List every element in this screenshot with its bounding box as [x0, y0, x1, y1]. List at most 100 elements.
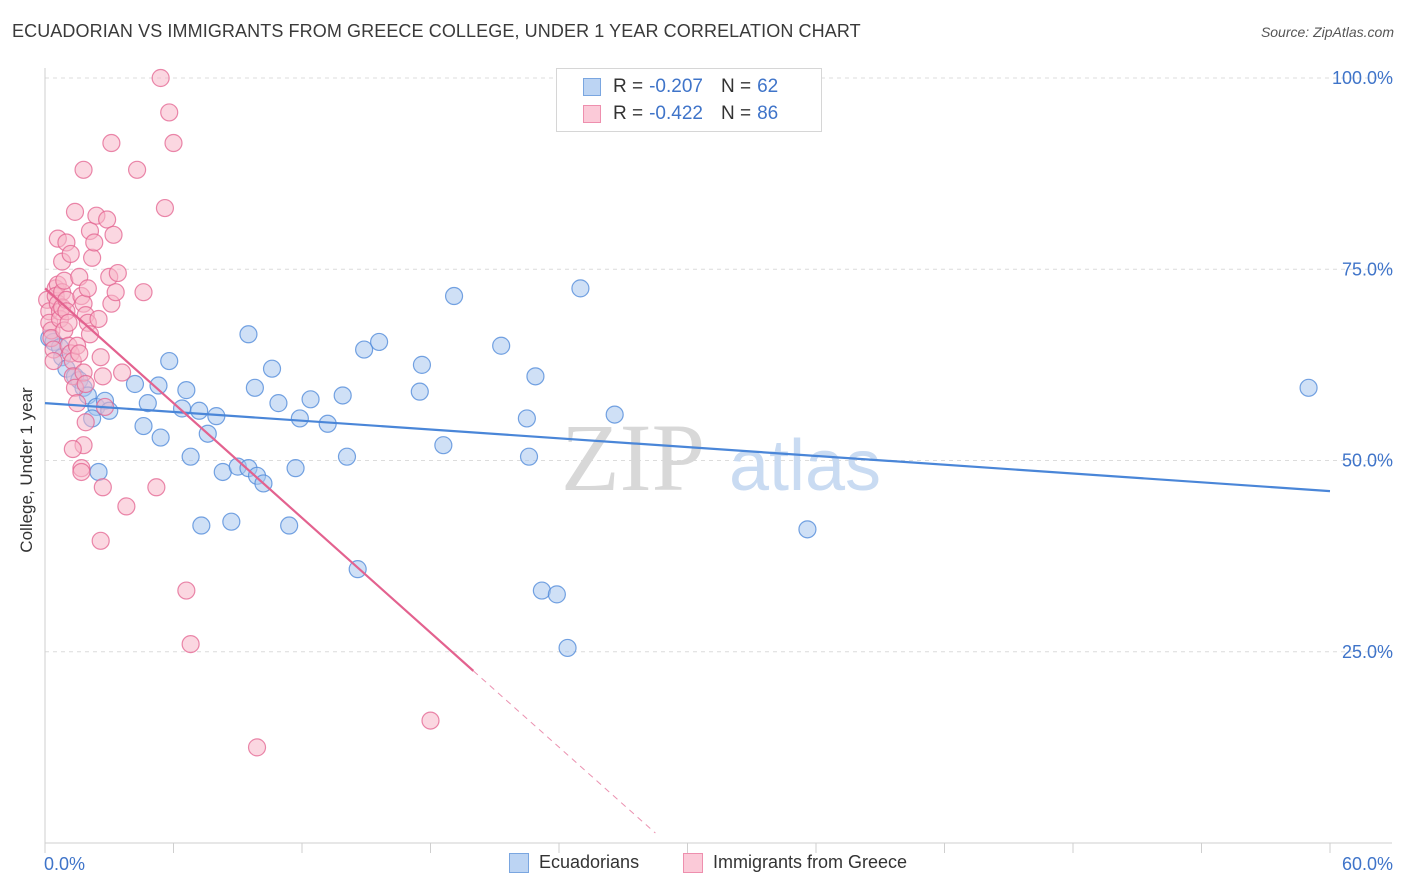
- gridlines: [45, 77, 1392, 653]
- data-point: [76, 374, 95, 394]
- data-point: [83, 248, 102, 267]
- data-point: [286, 459, 305, 478]
- y-tick-label: 25.0%: [1342, 642, 1393, 662]
- data-point: [151, 68, 170, 88]
- data-point: [421, 711, 440, 730]
- trend-line-extension: [473, 670, 656, 834]
- data-point: [164, 133, 183, 153]
- data-point: [98, 210, 117, 229]
- data-point: [239, 325, 258, 344]
- data-point: [280, 516, 299, 535]
- data-point: [89, 309, 108, 329]
- data-point: [262, 359, 282, 378]
- bottom-legend-label: Immigrants from Greece: [713, 852, 908, 872]
- bottom-legend-label: Ecuadorians: [539, 852, 640, 872]
- data-point: [181, 634, 200, 654]
- legend-r-value: -0.422: [649, 103, 703, 124]
- series-ecuadorians: [40, 279, 1318, 658]
- watermark: ZIP atlas: [561, 404, 881, 511]
- data-point: [85, 233, 104, 252]
- data-point: [61, 244, 80, 264]
- bottom-legend-ecuadorians: Ecuadorians: [509, 852, 639, 873]
- data-point: [798, 520, 817, 539]
- data-point: [89, 462, 108, 482]
- data-point: [138, 394, 157, 413]
- legend-n-value: 62: [757, 76, 779, 97]
- trend-lines: [44, 287, 1331, 834]
- data-point: [78, 279, 97, 298]
- data-point: [72, 462, 91, 482]
- data-point: [355, 340, 374, 359]
- data-point: [147, 478, 166, 497]
- data-point: [177, 381, 196, 400]
- data-point: [269, 394, 288, 413]
- data-point: [192, 516, 211, 535]
- correlation-legend: R = -0.207 N = 62 R = -0.422 N = 86: [556, 68, 822, 132]
- data-point: [172, 399, 192, 418]
- data-point: [160, 351, 179, 371]
- chart-title: ECUADORIAN VS IMMIGRANTS FROM GREECE COL…: [12, 21, 861, 41]
- data-point: [74, 160, 93, 179]
- data-point: [91, 348, 110, 367]
- data-point: [605, 405, 624, 424]
- data-point: [410, 382, 429, 401]
- data-point: [444, 286, 464, 306]
- data-point: [337, 447, 357, 466]
- legend-swatch-pink: [583, 105, 601, 123]
- data-point: [102, 133, 121, 153]
- data-point: [370, 332, 389, 352]
- legend-row-greece: R = -0.422 N = 86: [583, 102, 778, 126]
- data-point: [181, 447, 200, 466]
- data-point: [412, 355, 432, 374]
- data-point: [70, 344, 89, 363]
- data-point: [434, 436, 453, 455]
- bottom-legend-greece: Immigrants from Greece: [683, 852, 907, 873]
- data-point: [245, 378, 264, 397]
- legend-n-value: 86: [757, 103, 779, 124]
- data-point: [68, 394, 87, 413]
- data-point: [177, 581, 196, 600]
- data-point: [492, 336, 511, 355]
- tick-labels: 25.0% 50.0% 75.0% 100.0% 0.0% 60.0%: [44, 68, 1393, 874]
- watermark-zip: ZIP: [561, 404, 705, 511]
- data-point: [155, 198, 175, 218]
- data-point: [290, 409, 309, 428]
- data-point: [93, 478, 112, 497]
- axes: [44, 68, 1392, 853]
- data-point: [106, 283, 125, 302]
- data-point: [517, 409, 536, 428]
- data-point: [571, 279, 590, 298]
- legend-row-ecuadorians: R = -0.207 N = 62: [583, 75, 778, 99]
- data-point: [134, 283, 153, 302]
- data-point: [125, 374, 145, 394]
- series-greece: [38, 68, 440, 757]
- legend-swatch-blue: [583, 78, 601, 96]
- data-point: [59, 313, 78, 332]
- watermark-atlas: atlas: [729, 426, 881, 506]
- data-point: [117, 497, 136, 516]
- data-point: [558, 638, 577, 658]
- data-point: [91, 531, 110, 550]
- data-point: [112, 363, 132, 382]
- source-note: Source: ZipAtlas.com: [1260, 24, 1394, 40]
- data-point: [63, 439, 82, 459]
- data-point: [149, 376, 168, 395]
- data-point: [151, 428, 170, 447]
- data-point: [526, 367, 545, 386]
- data-point: [65, 202, 85, 221]
- data-point: [80, 325, 100, 344]
- data-point: [93, 367, 112, 386]
- data-point: [247, 738, 267, 757]
- legend-n-label: N =: [720, 103, 752, 124]
- data-point: [301, 390, 320, 409]
- data-point: [76, 413, 95, 432]
- data-point: [44, 351, 63, 371]
- data-point: [532, 581, 551, 600]
- x-tick-label: 60.0%: [1342, 854, 1393, 874]
- legend-r-label: R =: [613, 103, 644, 124]
- data-point: [127, 160, 147, 179]
- data-point: [1299, 378, 1318, 397]
- legend-r-value: -0.207: [649, 76, 703, 97]
- trend-line: [44, 287, 475, 672]
